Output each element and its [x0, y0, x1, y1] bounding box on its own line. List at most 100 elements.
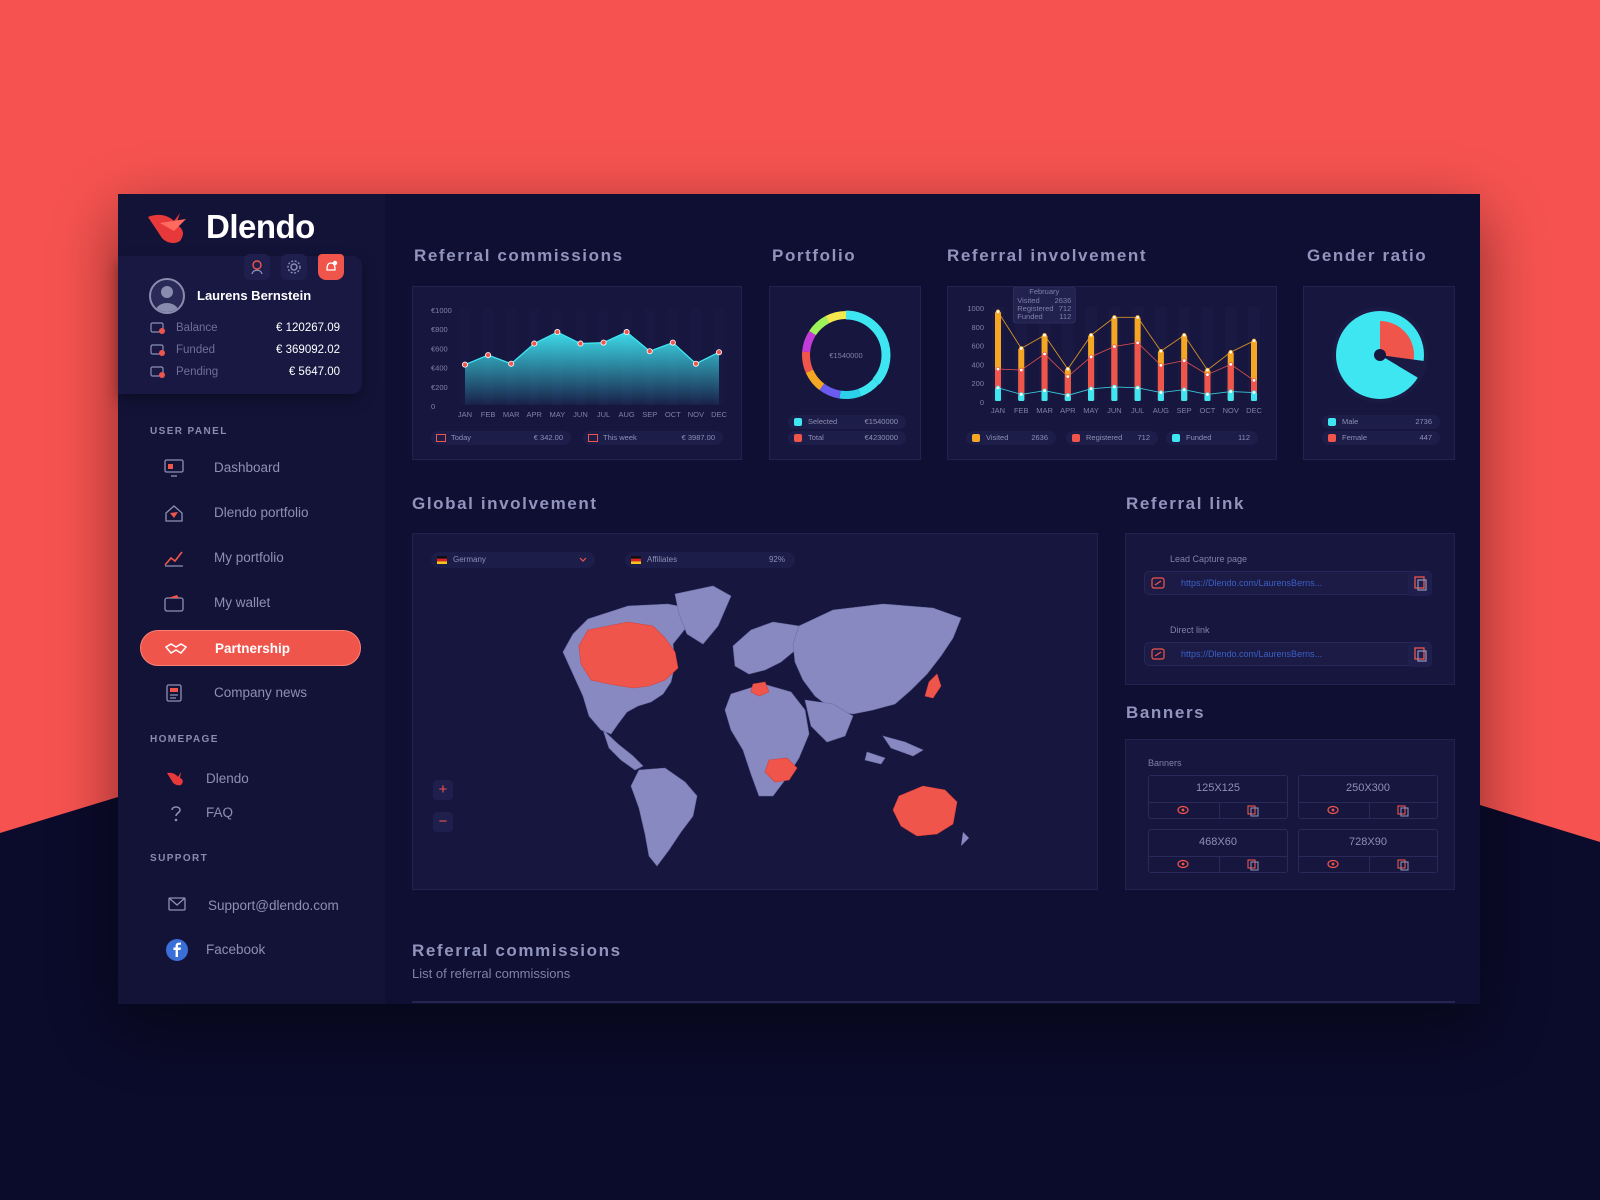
nav-dlendo-portfolio[interactable]: Dlendo portfolio [140, 495, 361, 531]
chip-label: This week [603, 433, 637, 442]
banner-468x60[interactable]: 468X60 [1148, 829, 1288, 873]
direct-link-label: Direct link [1170, 625, 1210, 635]
visited-chip: Visited 2636 [966, 431, 1056, 445]
country-select[interactable]: Germany [431, 552, 595, 568]
data-point [1181, 387, 1187, 392]
copy-icon[interactable] [1408, 643, 1432, 667]
data-point [531, 340, 538, 347]
legend-swatch [1172, 434, 1180, 442]
donut-center-label: €1540000 [829, 351, 862, 360]
facebook-icon [166, 939, 188, 961]
data-point [1112, 384, 1117, 390]
tooltip-value: 112 [1059, 312, 1071, 321]
banners-panel: Banners 125X125 250X300 468X60 728X90 [1125, 739, 1455, 890]
nav-label: My wallet [214, 595, 271, 610]
bar-funded [1251, 392, 1257, 401]
bar-funded [1204, 394, 1211, 401]
chip-label: Funded [1186, 433, 1212, 442]
chip-value: 112 [1238, 433, 1250, 442]
line-registered [997, 342, 1255, 381]
tooltip-label: Registered [1017, 304, 1053, 313]
area-fill [465, 332, 719, 405]
logo[interactable]: Dlendo [146, 208, 315, 246]
dashboard-icon [164, 459, 184, 477]
x-tick-label: MAY [1083, 406, 1099, 415]
lead-capture-link-field[interactable]: https://Dlendo.com/LaurensBerns... [1144, 571, 1432, 596]
nav-company-news[interactable]: Company news [140, 675, 361, 711]
data-point [1042, 388, 1047, 393]
gender-ratio-chart-panel: Male 2736 Female 447 [1303, 286, 1455, 460]
data-point [1135, 385, 1140, 391]
referral-involvement-chart: 1000 800 600 400 200 0 JAN FEB MAR APR MAY JUN JUL AU… [967, 286, 1262, 415]
banners-title: Banners [1126, 703, 1206, 722]
support-heading: SUPPORT [150, 853, 209, 864]
copy-icon[interactable] [1408, 572, 1432, 596]
y-tick-label: 1000 [967, 304, 984, 313]
copy-icon[interactable] [1247, 805, 1259, 817]
funded-chip: Funded 112 [1166, 431, 1258, 445]
portfolio-donut-chart: €1540000 [801, 310, 891, 400]
x-tick-label: OCT [1200, 406, 1216, 415]
copy-icon[interactable] [1397, 859, 1409, 871]
nav-partnership[interactable]: Partnership [140, 630, 361, 666]
nav-my-portfolio[interactable]: My portfolio [140, 540, 361, 576]
data-point [669, 339, 676, 346]
chip-value: 2736 [1415, 417, 1432, 426]
data-point [1228, 349, 1233, 355]
bell-icon[interactable] [318, 254, 344, 280]
data-point [1112, 344, 1117, 349]
data-point [646, 348, 653, 355]
x-tick-label: OCT [665, 410, 681, 419]
preview-icon[interactable] [1177, 859, 1189, 869]
nav-my-wallet[interactable]: My wallet [140, 585, 361, 621]
mail-icon [168, 897, 186, 911]
affiliates-label: Affiliates [647, 555, 678, 564]
stat-value: € 369092.02 [276, 344, 340, 356]
chip-label: Male [1342, 417, 1359, 426]
x-tick-label: NOV [1223, 406, 1239, 415]
avatar[interactable] [149, 278, 185, 314]
stat-pending: Pending € 5647.00 [150, 364, 340, 382]
preview-icon[interactable] [1177, 805, 1189, 815]
banner-125x125[interactable]: 125X125 [1148, 775, 1288, 819]
tooltip-value: 712 [1059, 304, 1072, 313]
data-point [692, 360, 699, 367]
global-involvement-panel: Germany Affiliates 92% [412, 533, 1098, 890]
country-label: Germany [453, 555, 486, 564]
legend-swatch [1072, 434, 1080, 442]
data-point [623, 329, 630, 336]
banner-250x300[interactable]: 250X300 [1298, 775, 1438, 819]
pie-gap [1380, 355, 1424, 379]
zoom-out-button[interactable]: − [433, 812, 453, 832]
direct-link-field[interactable]: https://Dlendo.com/LaurensBerns... [1144, 642, 1432, 667]
preview-icon[interactable] [1327, 805, 1339, 815]
banner-728x90[interactable]: 728X90 [1298, 829, 1438, 873]
nav-dashboard[interactable]: Dashboard [140, 450, 361, 486]
data-point [1112, 315, 1117, 320]
referral-commissions-title: Referral commissions [414, 246, 624, 265]
link-url: https://Dlendo.com/LaurensBerns... [1181, 649, 1323, 659]
copy-icon[interactable] [1247, 859, 1259, 871]
x-tick-label: JUL [1131, 406, 1144, 415]
x-tick-label: AUG [1153, 406, 1169, 415]
pie-center [1374, 349, 1386, 361]
legend-swatch [972, 434, 980, 442]
referral-icon[interactable] [244, 254, 270, 280]
wallet-icon [588, 434, 598, 442]
copy-icon[interactable] [1397, 805, 1409, 817]
link-icon [1151, 577, 1165, 589]
gear-icon[interactable] [281, 254, 307, 280]
lead-capture-label: Lead Capture page [1170, 554, 1248, 564]
x-tick-label: JAN [991, 406, 1005, 415]
preview-icon[interactable] [1327, 859, 1339, 869]
dashboard-window: Dlendo Laurens Bernstein Balance [118, 194, 1480, 1004]
grid-stripe [506, 309, 517, 405]
line-visited [997, 311, 1255, 371]
data-point [1065, 393, 1071, 398]
selected-chip: Selected €1540000 [788, 415, 906, 429]
affiliates-value: 92% [768, 555, 785, 564]
chip-label: Selected [808, 417, 838, 426]
zoom-in-button[interactable]: + [433, 780, 453, 800]
banners-subtitle: Banners [1148, 758, 1182, 768]
user-panel-heading: USER PANEL [150, 426, 228, 437]
